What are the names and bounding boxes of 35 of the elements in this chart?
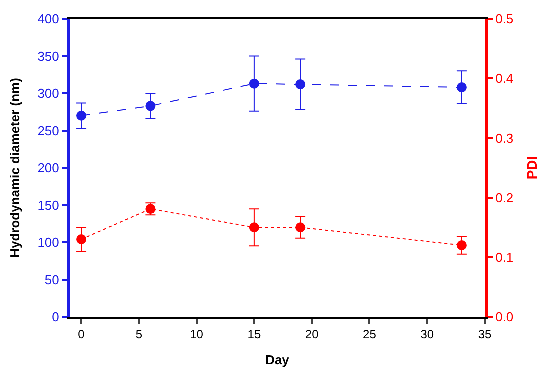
point xyxy=(296,222,306,233)
y2-axis-title: PDI xyxy=(524,156,540,180)
point xyxy=(76,234,87,245)
y-tick-label: 250 xyxy=(38,123,60,138)
x-axis-title: Day xyxy=(266,352,290,368)
point xyxy=(76,110,87,121)
y2-tick-label: 0.0 xyxy=(496,310,514,325)
y-tick-label: 100 xyxy=(38,235,60,250)
point xyxy=(249,222,260,233)
point xyxy=(456,240,467,250)
y2-tick-label: 0.3 xyxy=(496,130,514,146)
y2-tick-label: 0.4 xyxy=(496,71,514,86)
x-tick-label: 25 xyxy=(363,327,377,342)
y-tick-label: 150 xyxy=(38,198,60,213)
x-tick-label: 20 xyxy=(305,327,320,342)
y-tick-label: 50 xyxy=(44,272,60,288)
x-tick-label: 30 xyxy=(420,327,434,342)
y2-tick-label: 0.1 xyxy=(496,250,514,265)
y2-tick-label: 0.2 xyxy=(496,190,514,206)
point xyxy=(146,101,156,112)
y-tick-label: 300 xyxy=(38,86,60,102)
point xyxy=(456,82,467,93)
point xyxy=(249,78,260,89)
y-tick-label: 200 xyxy=(38,160,60,176)
x-tick-label: 15 xyxy=(248,327,262,342)
x-tick-label: 35 xyxy=(478,327,492,342)
x-tick-label: 0 xyxy=(78,327,86,342)
y-tick-label: 350 xyxy=(38,48,60,64)
y-tick-label: 400 xyxy=(38,12,60,27)
x-tick-label: 10 xyxy=(190,327,204,342)
y2-tick-label: 0.5 xyxy=(496,12,514,27)
y-axis-title: Hydrodynamic diameter (nm) xyxy=(8,78,23,258)
point xyxy=(296,80,306,90)
x-tick-label: 5 xyxy=(136,327,143,342)
y-tick-label: 0 xyxy=(52,310,60,325)
